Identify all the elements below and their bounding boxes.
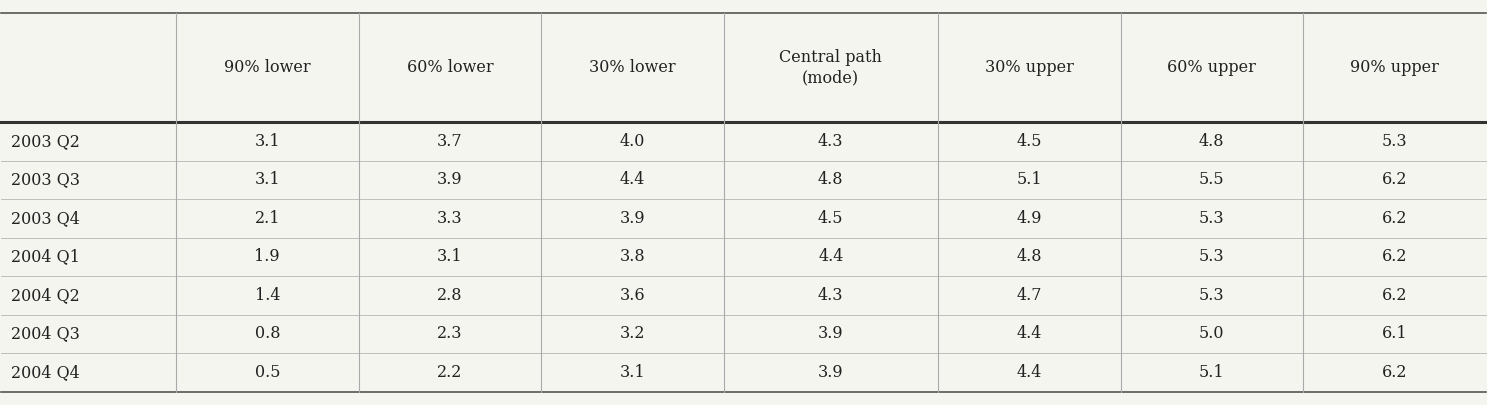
Text: 90% upper: 90% upper [1350, 59, 1439, 76]
Text: 3.1: 3.1 [254, 171, 280, 188]
Text: 6.2: 6.2 [1381, 364, 1407, 381]
Text: 2004 Q3: 2004 Q3 [10, 325, 80, 342]
Text: 3.2: 3.2 [620, 325, 645, 342]
Text: 3.9: 3.9 [437, 171, 462, 188]
Text: 4.3: 4.3 [818, 133, 843, 150]
Text: 5.5: 5.5 [1199, 171, 1225, 188]
Text: 2.8: 2.8 [437, 287, 462, 304]
Text: 4.5: 4.5 [1017, 133, 1042, 150]
Text: 3.9: 3.9 [818, 325, 843, 342]
Text: 30% upper: 30% upper [984, 59, 1074, 76]
Text: Central path
(mode): Central path (mode) [779, 49, 882, 86]
Text: 2004 Q1: 2004 Q1 [10, 248, 80, 265]
Text: 6.2: 6.2 [1381, 210, 1407, 227]
Text: 4.0: 4.0 [620, 133, 645, 150]
Text: 3.6: 3.6 [620, 287, 645, 304]
Text: 3.9: 3.9 [620, 210, 645, 227]
Text: 6.2: 6.2 [1381, 287, 1407, 304]
Text: 2.3: 2.3 [437, 325, 462, 342]
Text: 6.2: 6.2 [1381, 171, 1407, 188]
Text: 60% lower: 60% lower [406, 59, 494, 76]
Text: 3.1: 3.1 [620, 364, 645, 381]
Text: 5.3: 5.3 [1199, 248, 1225, 265]
Text: 3.7: 3.7 [437, 133, 462, 150]
Text: 2003 Q2: 2003 Q2 [10, 133, 80, 150]
Text: 5.3: 5.3 [1199, 287, 1225, 304]
Text: 3.1: 3.1 [254, 133, 280, 150]
Text: 4.4: 4.4 [1017, 364, 1042, 381]
Text: 4.8: 4.8 [1017, 248, 1042, 265]
Text: 2.1: 2.1 [254, 210, 280, 227]
Text: 4.8: 4.8 [818, 171, 843, 188]
Text: 0.8: 0.8 [254, 325, 280, 342]
Text: 2004 Q4: 2004 Q4 [10, 364, 80, 381]
Text: 1.4: 1.4 [254, 287, 280, 304]
Text: 4.9: 4.9 [1017, 210, 1042, 227]
Text: 0.5: 0.5 [254, 364, 280, 381]
Text: 4.4: 4.4 [1017, 325, 1042, 342]
Text: 4.7: 4.7 [1017, 287, 1042, 304]
Text: 4.3: 4.3 [818, 287, 843, 304]
Text: 4.4: 4.4 [818, 248, 843, 265]
Text: 90% lower: 90% lower [225, 59, 311, 76]
Text: 3.1: 3.1 [437, 248, 462, 265]
Text: 30% lower: 30% lower [589, 59, 675, 76]
Text: 5.1: 5.1 [1017, 171, 1042, 188]
Text: 3.3: 3.3 [437, 210, 462, 227]
Text: 4.5: 4.5 [818, 210, 843, 227]
Text: 60% upper: 60% upper [1167, 59, 1257, 76]
Text: 2004 Q2: 2004 Q2 [10, 287, 80, 304]
Text: 2003 Q4: 2003 Q4 [10, 210, 80, 227]
Text: 5.0: 5.0 [1199, 325, 1224, 342]
Text: 1.9: 1.9 [254, 248, 280, 265]
Text: 6.1: 6.1 [1381, 325, 1407, 342]
Text: 4.8: 4.8 [1199, 133, 1224, 150]
Text: 5.3: 5.3 [1199, 210, 1225, 227]
Text: 3.9: 3.9 [818, 364, 843, 381]
Text: 2003 Q3: 2003 Q3 [10, 171, 80, 188]
Text: 5.1: 5.1 [1199, 364, 1225, 381]
Text: 5.3: 5.3 [1381, 133, 1407, 150]
Text: 6.2: 6.2 [1381, 248, 1407, 265]
Text: 3.8: 3.8 [620, 248, 645, 265]
Text: 4.4: 4.4 [620, 171, 645, 188]
Text: 2.2: 2.2 [437, 364, 462, 381]
